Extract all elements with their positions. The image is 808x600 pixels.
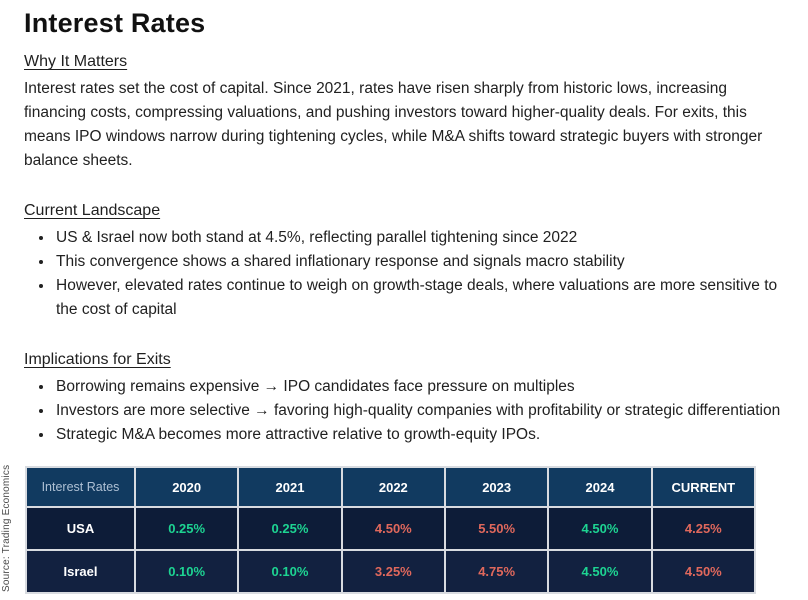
country-label: Israel: [25, 549, 136, 594]
section-heading-current-landscape: Current Landscape: [24, 202, 161, 219]
rate-value-cell: 3.25%: [340, 549, 446, 594]
rate-value-cell: 5.50%: [443, 506, 550, 551]
table-body: USA 0.25% 0.25% 4.50% 5.50% 4.50% 4.25% Israel 0…: [25, 506, 757, 594]
current-landscape-bullet-list: US & Israel now both stand at 4.5%, refl…: [24, 226, 782, 322]
section-why-it-matters: Why It Matters Interest rates set the co…: [24, 53, 782, 173]
rate-value-cell: 4.75%: [443, 549, 550, 594]
section-heading-implications-for-exits: Implications for Exits: [24, 351, 171, 368]
table-year-header: 2024: [547, 466, 653, 508]
rate-value-cell: 0.25%: [133, 506, 240, 551]
rate-value-cell: 4.50%: [547, 549, 653, 594]
table-year-header: 2020: [133, 466, 240, 508]
table-row: USA 0.25% 0.25% 4.50% 5.50% 4.50% 4.25%: [25, 506, 757, 551]
section-current-landscape: Current Landscape US & Israel now both s…: [24, 202, 782, 322]
table-header-row: Interest Rates 2020 2021 2022 2023 2024 CURREN…: [25, 466, 757, 508]
table-year-header: CURRENT: [650, 466, 757, 508]
bullet-item: However, elevated rates continue to weig…: [54, 274, 782, 322]
table-year-header: 2022: [340, 466, 446, 508]
interest-rates-table-container: Interest Rates 2020 2021 2022 2023 2024 CURREN…: [25, 466, 757, 594]
country-label: USA: [25, 506, 136, 551]
bullet-item: Strategic M&A becomes more attractive re…: [54, 423, 782, 447]
implications-bullet-list: Borrowing remains expensive → IPO candid…: [24, 375, 782, 447]
rate-value-cell: 4.50%: [340, 506, 446, 551]
table-row: Israel 0.10% 0.10% 3.25% 4.75% 4.50% 4.50%: [25, 549, 757, 594]
rate-value-cell: 4.50%: [547, 506, 653, 551]
table-year-header: 2021: [237, 466, 343, 508]
bullet-item: Investors are more selective → favoring …: [54, 399, 782, 423]
rate-value-cell: 4.25%: [650, 506, 757, 551]
rate-value-cell: 0.25%: [237, 506, 343, 551]
section-heading-why-it-matters: Why It Matters: [24, 53, 128, 70]
why-it-matters-paragraph: Interest rates set the cost of capital. …: [24, 80, 763, 169]
source-attribution: Source: Trading Economics: [1, 464, 12, 592]
rate-value-cell: 4.50%: [650, 549, 757, 594]
table-corner-header: Interest Rates: [25, 466, 136, 508]
rate-value-cell: 0.10%: [237, 549, 343, 594]
page-title: Interest Rates: [24, 8, 206, 38]
rate-value-cell: 0.10%: [133, 549, 240, 594]
section-implications-for-exits: Implications for Exits Borrowing remains…: [24, 351, 782, 447]
table-year-header: 2023: [443, 466, 550, 508]
table-header: Interest Rates 2020 2021 2022 2023 2024 CURREN…: [25, 466, 757, 508]
bullet-item: US & Israel now both stand at 4.5%, refl…: [54, 226, 782, 250]
interest-rates-table: Interest Rates 2020 2021 2022 2023 2024 CURREN…: [25, 466, 757, 594]
bullet-item: This convergence shows a shared inflatio…: [54, 250, 782, 274]
bullet-item: Borrowing remains expensive → IPO candid…: [54, 375, 782, 399]
